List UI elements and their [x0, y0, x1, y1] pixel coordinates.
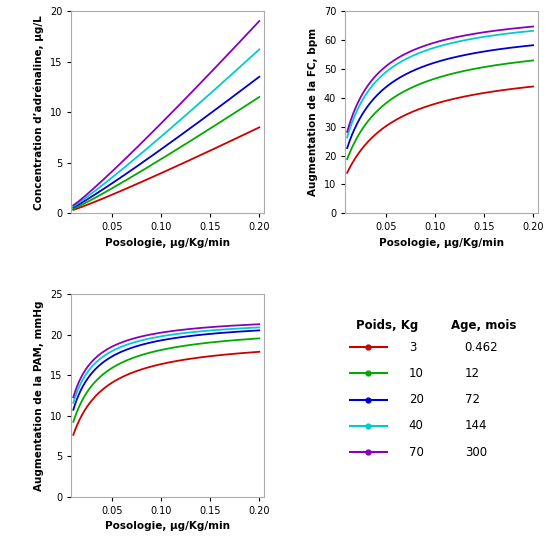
Text: 20: 20 — [409, 393, 424, 406]
X-axis label: Posologie, μg/Kg/min: Posologie, μg/Kg/min — [105, 238, 230, 248]
X-axis label: Posologie, μg/Kg/min: Posologie, μg/Kg/min — [105, 521, 230, 531]
Text: 40: 40 — [409, 419, 424, 432]
Text: Poids, Kg: Poids, Kg — [356, 319, 419, 331]
Text: 3: 3 — [409, 341, 416, 353]
Text: 70: 70 — [409, 446, 424, 459]
Y-axis label: Concentration d’adrénaline, μg/L: Concentration d’adrénaline, μg/L — [34, 15, 44, 210]
Text: 72: 72 — [465, 393, 480, 406]
Y-axis label: Augmentation de la PAM, mmHg: Augmentation de la PAM, mmHg — [34, 300, 44, 491]
X-axis label: Posologie, μg/Kg/min: Posologie, μg/Kg/min — [379, 238, 504, 248]
Text: 10: 10 — [409, 367, 424, 380]
Text: 144: 144 — [465, 419, 488, 432]
Text: 300: 300 — [465, 446, 487, 459]
Text: 0.462: 0.462 — [465, 341, 498, 353]
Text: 12: 12 — [465, 367, 480, 380]
Text: Age, mois: Age, mois — [451, 319, 517, 331]
Y-axis label: Augmentation de la FC, bpm: Augmentation de la FC, bpm — [308, 28, 318, 196]
